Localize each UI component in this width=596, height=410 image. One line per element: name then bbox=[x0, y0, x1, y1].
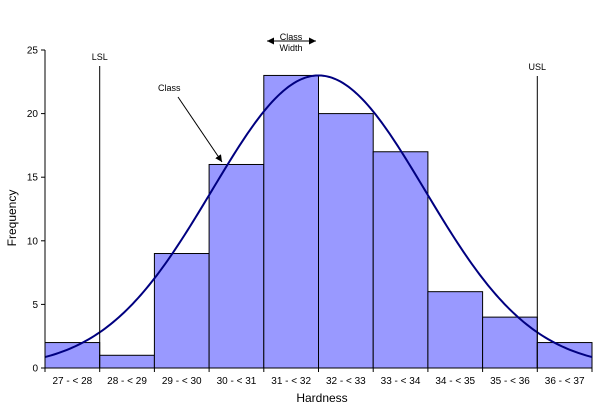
x-tick-label: 34 - < 35 bbox=[435, 376, 475, 387]
spec-label-usl: USL bbox=[529, 62, 547, 72]
bar-2 bbox=[153, 253, 210, 369]
x-tick-label: 32 - < 33 bbox=[326, 376, 366, 387]
class-label: Class bbox=[158, 83, 181, 93]
x-tick-label: 28 - < 29 bbox=[107, 376, 147, 387]
bar-7 bbox=[427, 291, 484, 369]
spec-label-lsl: LSL bbox=[92, 52, 108, 62]
bar-1 bbox=[99, 354, 155, 369]
bar-8 bbox=[482, 316, 538, 369]
y-tick-label: 15 bbox=[27, 173, 39, 184]
x-tick-label: 29 - < 30 bbox=[162, 376, 202, 387]
y-tick-label: 5 bbox=[32, 300, 38, 311]
class-arrow bbox=[177, 96, 223, 163]
y-tick-label: 10 bbox=[27, 236, 39, 247]
annotations-layer: Class Class Width bbox=[158, 32, 316, 163]
x-tick-label: 35 - < 36 bbox=[490, 376, 530, 387]
class-width-label-line1: Class bbox=[280, 32, 303, 42]
y-tick-label: 0 bbox=[32, 364, 38, 375]
x-tick-label: 33 - < 34 bbox=[381, 376, 421, 387]
y-tick-label: 25 bbox=[27, 46, 39, 57]
y-axis-title: Frequency bbox=[5, 190, 19, 247]
x-tick-label: 30 - < 31 bbox=[217, 376, 257, 387]
x-tick-label: 31 - < 32 bbox=[271, 376, 311, 387]
normal-curve bbox=[44, 74, 593, 359]
bars-layer bbox=[44, 74, 593, 369]
spec-limits-layer: LSL USL bbox=[92, 52, 546, 368]
bar-6 bbox=[372, 151, 429, 369]
bar-5 bbox=[318, 113, 374, 369]
x-axis-title: Hardness bbox=[296, 391, 347, 405]
curve-layer bbox=[44, 74, 593, 359]
ticks-layer: 0 5 10 15 20 25 27 - < 28 28 - < 29 29 - < 30 30 … bbox=[27, 46, 593, 387]
x-tick-label: 27 - < 28 bbox=[52, 376, 92, 387]
y-tick-label: 20 bbox=[27, 109, 39, 120]
class-width-label-line2: Width bbox=[279, 43, 302, 53]
bar-4 bbox=[263, 74, 319, 369]
x-tick-label: 36 - < 37 bbox=[545, 376, 585, 387]
bar-3 bbox=[208, 163, 265, 369]
